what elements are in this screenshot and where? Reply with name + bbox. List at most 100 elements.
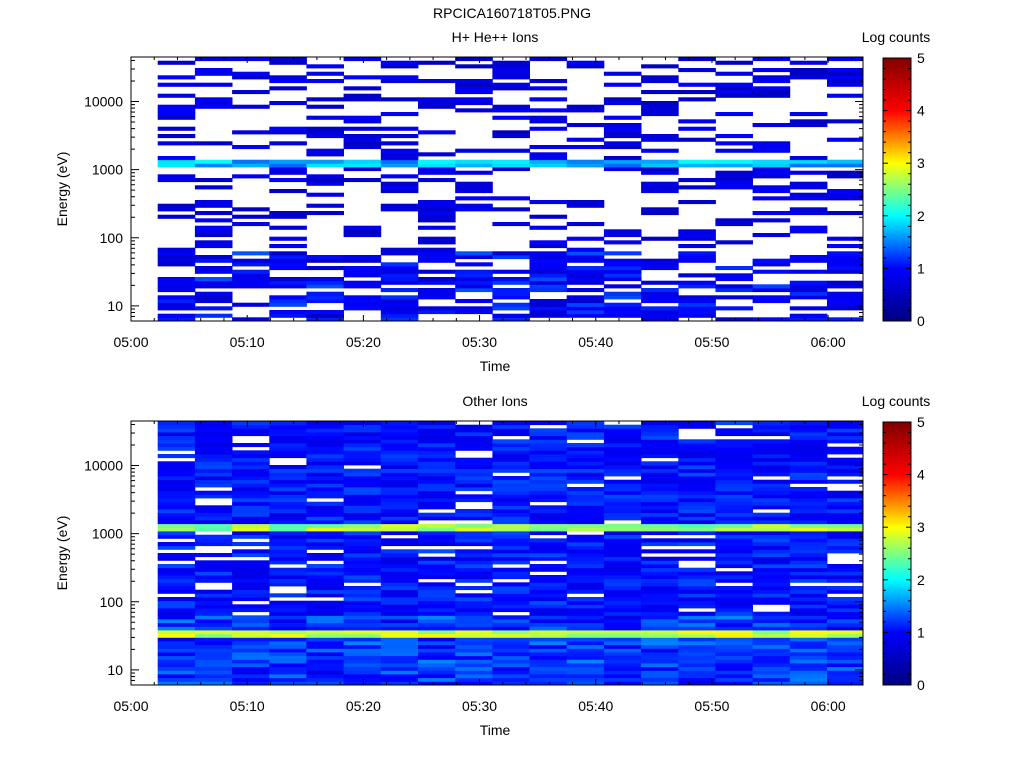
heatmap-cell	[455, 619, 493, 624]
heatmap-cell	[380, 185, 419, 190]
heatmap-cell	[269, 435, 307, 440]
heatmap-cell	[157, 571, 196, 576]
heatmap-cell	[455, 531, 493, 536]
heatmap-cell	[232, 534, 270, 539]
heatmap-cell	[603, 622, 642, 627]
heatmap-cell	[827, 630, 864, 635]
heatmap-cell	[529, 509, 568, 514]
heatmap-cell	[603, 233, 642, 238]
heatmap-cell	[678, 457, 716, 462]
heatmap-cell	[157, 295, 196, 300]
heatmap-cell	[641, 167, 679, 172]
heatmap-cell	[529, 461, 568, 466]
heatmap-cell	[157, 258, 196, 263]
heatmap-cell	[641, 501, 679, 506]
heatmap-cell	[715, 185, 753, 190]
heatmap-cell	[306, 619, 344, 624]
heatmap-cell	[418, 677, 456, 682]
heatmap-cell	[269, 214, 307, 219]
x-tick-label: 05:00	[113, 334, 148, 350]
plot-frame	[130, 56, 864, 322]
heatmap-cell	[529, 472, 568, 477]
heatmap-cell	[157, 663, 196, 668]
x-tick-label: 05:10	[230, 698, 265, 714]
heatmap-cell	[343, 633, 382, 638]
heatmap-cell	[752, 211, 791, 216]
heatmap-cell	[492, 222, 530, 227]
heatmap-cell	[827, 644, 864, 649]
heatmap-cell	[306, 479, 344, 484]
heatmap-cell	[566, 564, 605, 569]
heatmap-cell	[566, 428, 605, 433]
heatmap-cell	[343, 439, 382, 444]
heatmap-cell	[418, 527, 456, 532]
heatmap-cell	[455, 516, 493, 521]
heatmap-cell	[232, 273, 270, 278]
heatmap-cell	[343, 284, 382, 289]
heatmap-cell	[455, 655, 493, 660]
heatmap-cell	[715, 593, 753, 598]
heatmap-cell	[715, 549, 753, 554]
heatmap-cell	[380, 597, 419, 602]
colorbar-tick-label: 0	[917, 313, 925, 329]
heatmap-cell	[157, 531, 196, 536]
heatmap-cell	[752, 443, 791, 448]
heatmap-cell	[678, 302, 716, 307]
heatmap-cell	[157, 277, 196, 282]
heatmap-cell	[492, 597, 530, 602]
heatmap-cell	[492, 659, 530, 664]
heatmap-cell	[194, 240, 233, 245]
panel-other-ions: Other Ions Log counts 05:00 05:10 05:20 05:…	[54, 393, 930, 738]
heatmap-cell	[789, 306, 828, 311]
heatmap-cell	[566, 542, 605, 547]
heatmap-cell	[492, 439, 530, 444]
heatmap-cell	[641, 185, 679, 190]
heatmap-cell	[603, 509, 642, 514]
heatmap-cell	[269, 626, 307, 631]
heatmap-cell	[455, 428, 493, 433]
heatmap-cell	[752, 218, 791, 223]
heatmap-cell	[529, 527, 568, 532]
heatmap-cell	[343, 306, 382, 311]
heatmap-cell	[343, 483, 382, 488]
heatmap-cell	[157, 523, 196, 528]
heatmap-cell	[418, 439, 456, 444]
heatmap-cell	[641, 428, 679, 433]
heatmap-cell	[157, 582, 196, 587]
heatmap-cell	[641, 512, 679, 517]
heatmap-cell	[678, 163, 716, 168]
heatmap-cell	[380, 567, 419, 572]
heatmap-cell	[752, 655, 791, 660]
heatmap-cell	[641, 148, 679, 153]
heatmap-cell	[380, 476, 419, 481]
heatmap-cell	[343, 233, 382, 238]
heatmap-cell	[492, 207, 530, 212]
heatmap-cell	[232, 597, 270, 602]
heatmap-cell	[455, 269, 493, 274]
heatmap-cell	[157, 516, 196, 521]
heatmap-cell	[492, 130, 530, 135]
heatmap-cell	[752, 167, 791, 172]
heatmap-cell	[752, 258, 791, 263]
heatmap-cell	[789, 516, 828, 521]
heatmap-cell	[641, 443, 679, 448]
heatmap-cell	[157, 104, 196, 109]
heatmap-cell	[752, 501, 791, 506]
heatmap-cell	[157, 637, 196, 642]
heatmap-cell	[566, 295, 605, 300]
heatmap-cell	[157, 487, 196, 492]
heatmap-cell	[566, 108, 605, 113]
heatmap-cell	[380, 317, 419, 322]
heatmap-cell	[715, 181, 753, 186]
heatmap-cell	[529, 421, 568, 426]
axis-ticks: 05:00 05:10 05:20 05:30 05:40 05:50 06:0010100…	[84, 57, 863, 350]
heatmap-cell	[678, 313, 716, 318]
heatmap-cell	[641, 582, 679, 587]
heatmap-cell	[232, 174, 270, 179]
heatmap-cell	[157, 578, 196, 583]
heatmap-cell	[380, 633, 419, 638]
heatmap-cell	[194, 313, 233, 318]
heatmap-cell	[641, 681, 679, 686]
heatmap-cell	[343, 299, 382, 304]
heatmap-cell	[380, 454, 419, 459]
